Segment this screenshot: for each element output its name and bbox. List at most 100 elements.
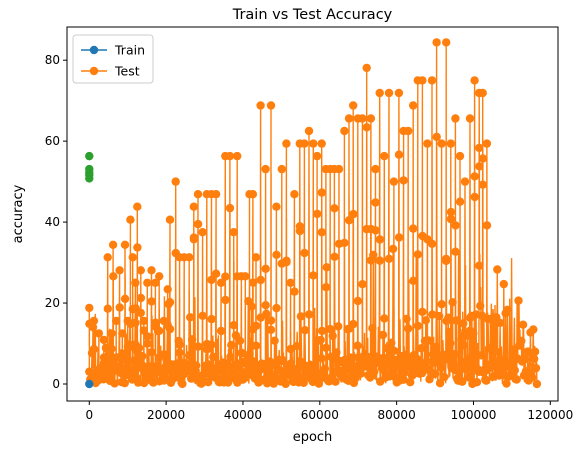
test-point: [334, 322, 342, 330]
test-point: [532, 364, 540, 372]
test-peak-point: [290, 190, 298, 198]
test-point: [371, 198, 379, 206]
test-point: [432, 343, 440, 351]
test-peak-point: [143, 279, 151, 287]
test-point: [460, 341, 468, 349]
test-point: [262, 265, 270, 273]
test-point: [330, 204, 338, 212]
test-point: [133, 243, 141, 251]
test-peak-point: [278, 165, 286, 173]
test-point: [322, 344, 330, 352]
test-point: [309, 271, 317, 279]
test-peak-point: [267, 101, 275, 109]
test-point: [451, 248, 459, 256]
test-point: [138, 352, 146, 360]
test-point: [371, 226, 379, 234]
test-point: [370, 368, 378, 376]
test-point: [131, 319, 139, 327]
test-point: [293, 342, 301, 350]
test-point: [440, 373, 448, 381]
y-tick-label: 60: [45, 134, 60, 148]
test-point: [247, 302, 255, 310]
test-point: [272, 304, 280, 312]
test-peak-point: [404, 127, 412, 135]
test-point: [514, 296, 522, 304]
y-tick-label: 20: [45, 296, 60, 310]
test-peak-point: [107, 329, 115, 337]
test-point: [477, 351, 485, 359]
test-peak-point: [85, 304, 93, 312]
test-point: [414, 322, 422, 330]
test-peak-point: [112, 317, 120, 325]
test-point: [109, 272, 117, 280]
test-peak-point: [358, 114, 366, 122]
test-peak-point: [432, 38, 440, 46]
test-point: [321, 365, 329, 373]
test-point: [166, 325, 174, 333]
test-point: [483, 221, 491, 229]
test-peak-point: [470, 76, 478, 84]
test-point: [226, 204, 234, 212]
x-tick-label: 80000: [378, 408, 416, 422]
test-point: [155, 327, 163, 335]
test-point: [519, 321, 527, 329]
legend-swatch-marker: [90, 46, 98, 54]
test-point: [409, 277, 417, 285]
test-point: [249, 278, 257, 286]
test-peak-point: [121, 241, 129, 249]
test-point: [186, 313, 194, 321]
test-peak-point: [129, 253, 137, 261]
test-peak-point: [479, 89, 487, 97]
test-point: [313, 210, 321, 218]
test-point: [448, 298, 456, 306]
test-point: [207, 315, 215, 323]
test-point: [379, 331, 387, 339]
test-peak-point: [428, 76, 436, 84]
test-point: [414, 250, 422, 258]
series3-point: [85, 174, 93, 182]
series3-point: [85, 152, 93, 160]
test-point: [290, 287, 298, 295]
test-point: [349, 320, 357, 328]
test-point: [221, 296, 229, 304]
test-point: [376, 235, 384, 243]
test-point: [475, 262, 483, 270]
test-peak-point: [447, 139, 455, 147]
x-tick-label: 60000: [301, 408, 339, 422]
test-point: [297, 312, 305, 320]
y-tick-label: 0: [52, 377, 60, 391]
test-point: [330, 253, 338, 261]
test-peak-point: [261, 165, 269, 173]
test-point: [252, 342, 260, 350]
test-point: [147, 348, 155, 356]
test-point: [194, 342, 202, 350]
test-point: [121, 295, 129, 303]
test-peak-point: [140, 317, 148, 325]
x-tick-label: 20000: [147, 408, 185, 422]
test-point: [207, 341, 215, 349]
test-peak-point: [241, 272, 249, 280]
test-point: [267, 316, 275, 324]
test-point: [390, 347, 398, 355]
test-point: [428, 310, 436, 318]
test-point: [192, 361, 200, 369]
y-axis-label: accuracy: [11, 184, 26, 243]
test-point: [424, 336, 432, 344]
test-point: [404, 324, 412, 332]
test-point: [465, 355, 473, 363]
test-peak-point: [318, 139, 326, 147]
test-peak-point: [172, 177, 180, 185]
test-point: [409, 224, 417, 232]
test-point: [318, 327, 326, 335]
test-point: [318, 228, 326, 236]
legend-label: Train: [114, 43, 145, 58]
series-layer: [85, 38, 541, 388]
test-point: [459, 319, 467, 327]
test-peak-point: [367, 114, 375, 122]
test-point: [363, 123, 371, 131]
test-peak-point: [371, 165, 379, 173]
test-point: [301, 326, 309, 334]
test-point: [317, 354, 325, 362]
test-point: [209, 353, 217, 361]
test-peak-point: [409, 101, 417, 109]
